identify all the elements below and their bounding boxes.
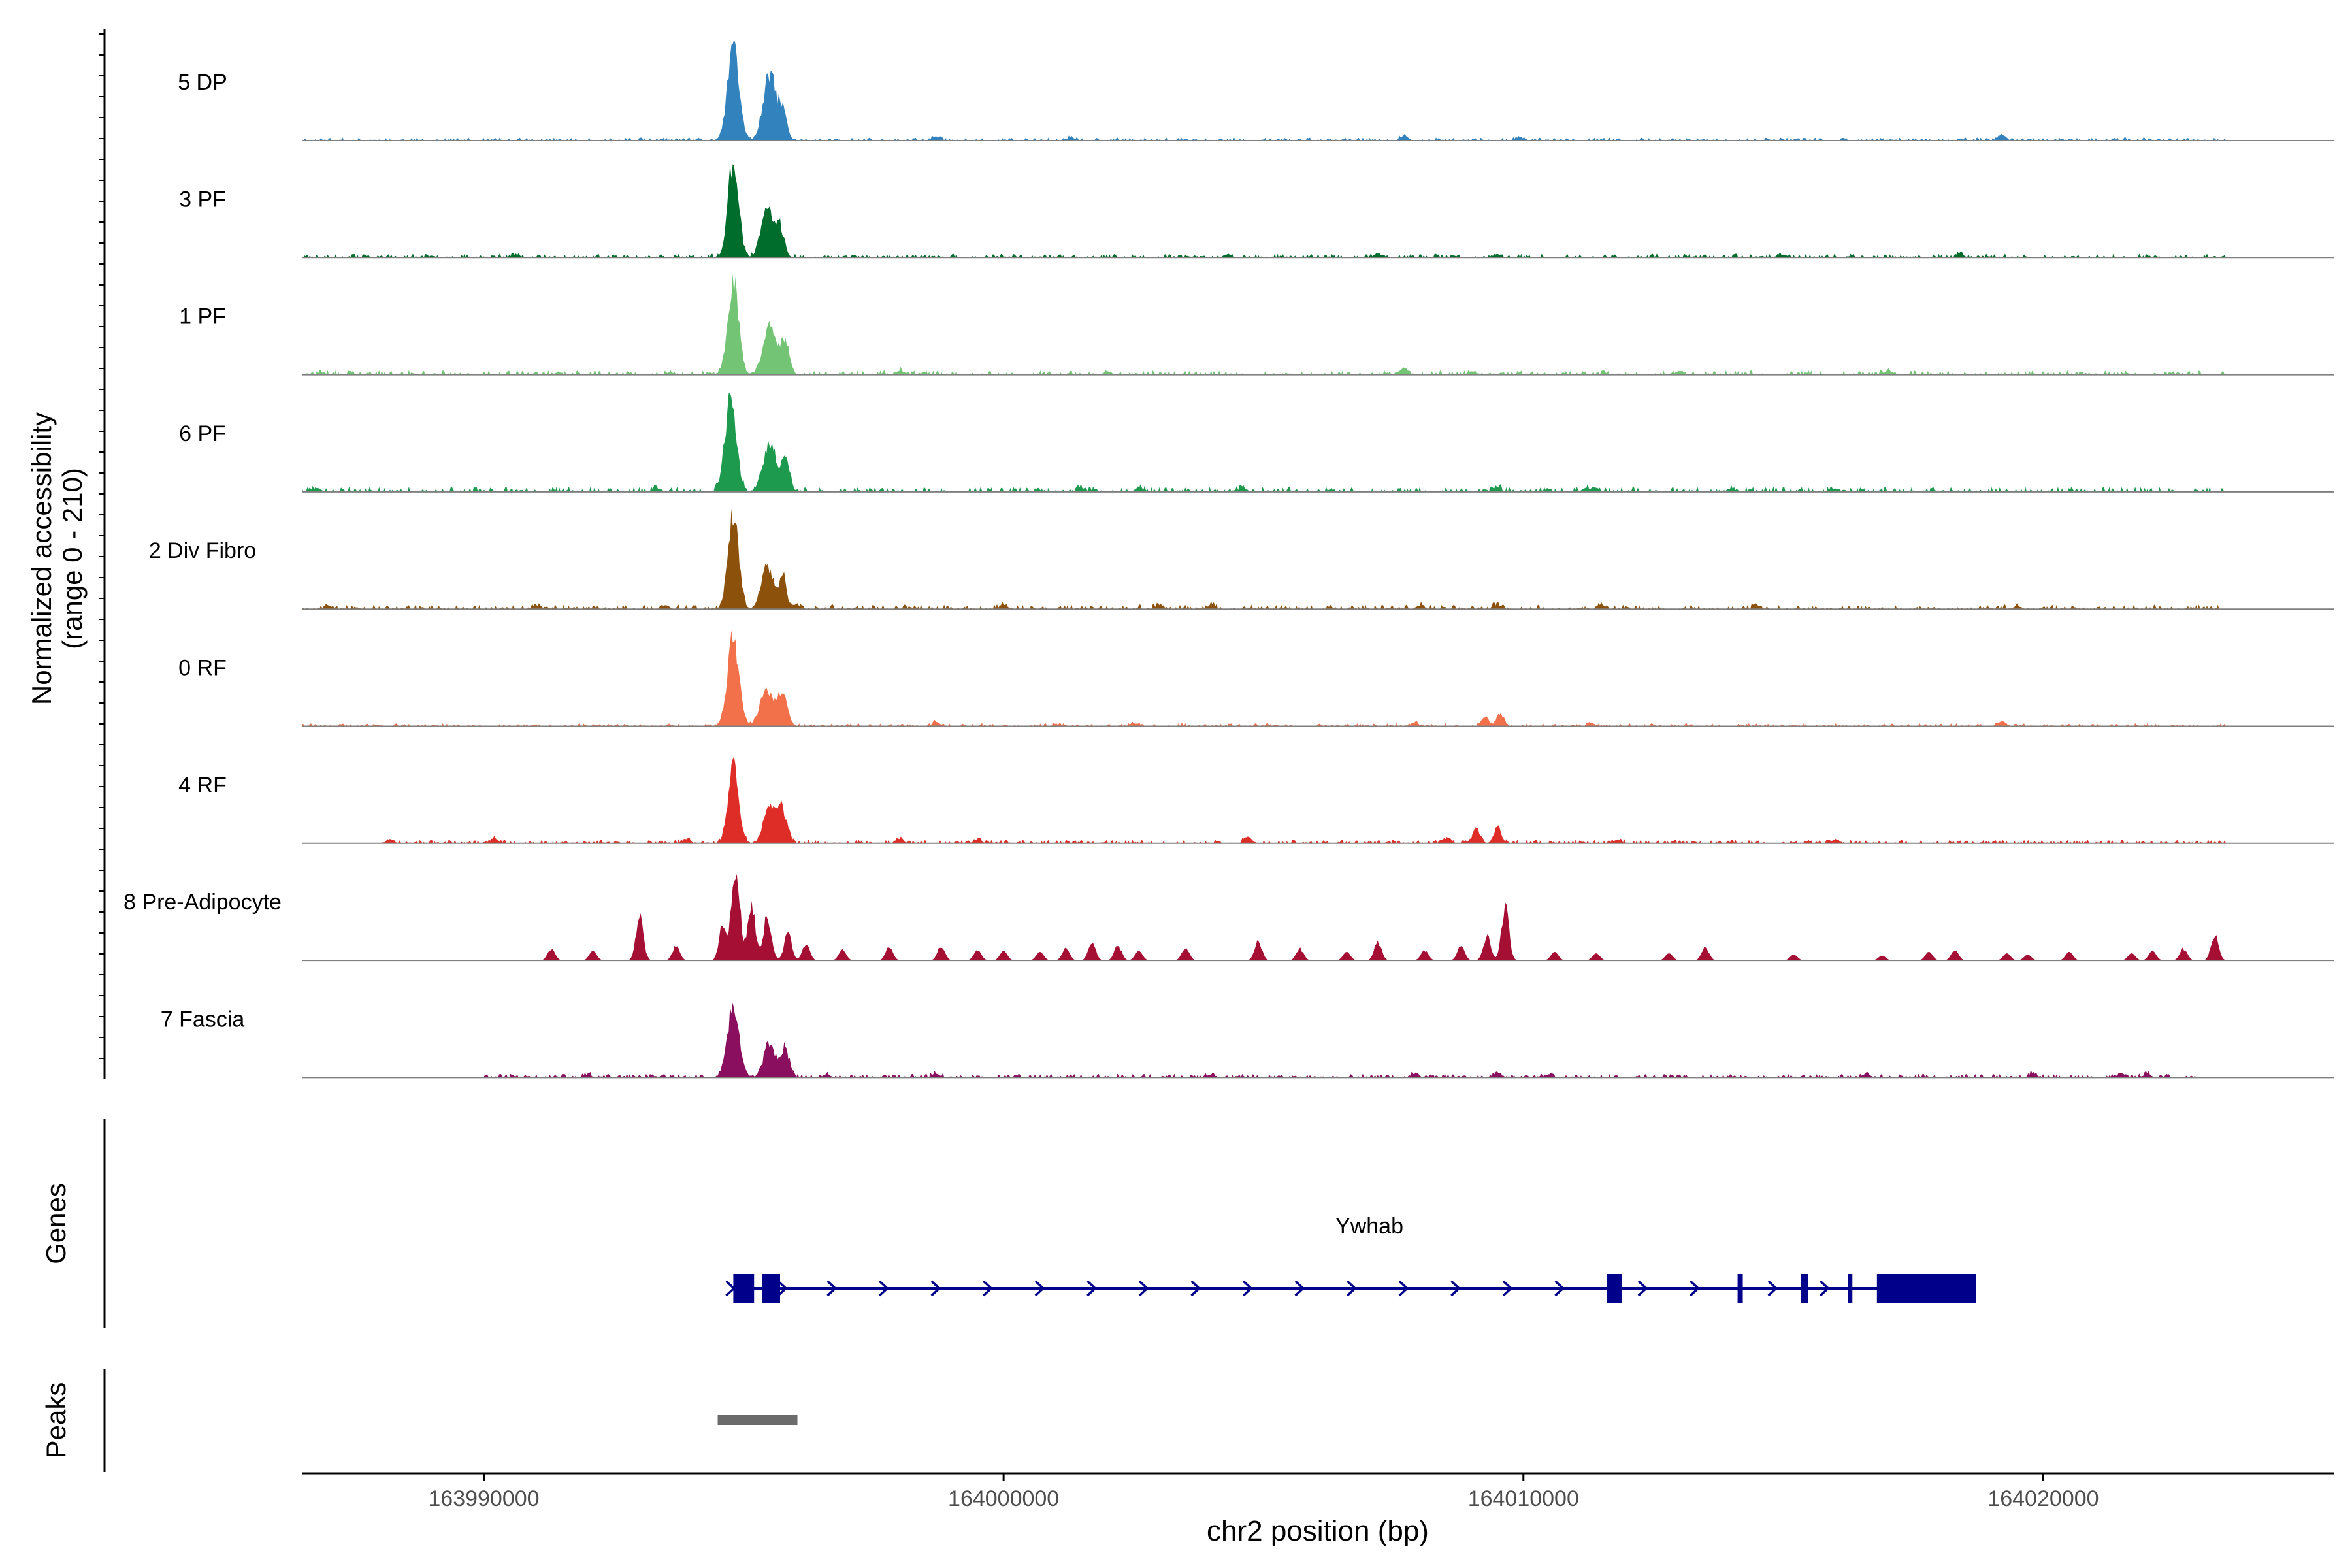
x-tick-label: 164020000 [1987,1486,2099,1511]
track-6-pf: 6 PF [179,393,2334,493]
peaks-axis-label: Peaks [41,1382,71,1459]
track-8-pre-adipocyte: 8 Pre-Adipocyte [123,874,2334,962]
strand-arrow [1450,1280,1461,1297]
x-axis: 163990000 164000000 164010000 164020000 chr… [302,1472,2334,1547]
gene-exon [733,1274,755,1303]
track-label: 8 Pre-Adipocyte [123,890,282,915]
strand-arrow [878,1280,889,1297]
y-axis-title-line2: (range 0 - 210) [57,468,88,649]
coverage-area [302,1002,2334,1078]
accessibility-y-ticks [99,33,105,1059]
coverage-area [302,164,2334,258]
x-axis-title: chr2 position (bp) [1207,1515,1429,1547]
y-axis-title-line1: Normalized accessibility [26,412,57,705]
track-1-pf: 1 PF [179,273,2334,376]
track-label: 1 PF [179,304,226,329]
peaks-panel: Peaks [41,1369,798,1472]
track-label: 7 Fascia [161,1007,245,1032]
peak-regions [717,1415,798,1425]
coverage-area [302,874,2334,961]
track-7-fascia: 7 Fascia [161,1002,2334,1079]
track-5-dp: 5 DP [178,39,2334,141]
strand-arrow [826,1280,838,1297]
coverage-area [302,393,2334,492]
x-axis-ticks: 163990000 164000000 164010000 164020000 [428,1473,2099,1511]
strand-arrow [1242,1280,1253,1297]
track-label: 0 RF [178,656,227,681]
track-label: 5 DP [178,70,227,95]
gene-name-label: Ywhab [1335,1214,1403,1239]
gene-exon [1737,1274,1743,1303]
x-tick-label: 163990000 [428,1486,539,1511]
strand-arrow [1690,1280,1700,1297]
strand-arrow [1554,1280,1565,1297]
strand-arrow [1820,1280,1830,1297]
track-label: 4 RF [178,773,227,798]
genes-axis-label: Genes [41,1183,71,1264]
track-2-div-fibro: 2 Div Fibro [149,508,2334,610]
gene-exon [1607,1274,1622,1303]
strand-arrow [1138,1280,1149,1297]
coverage-area [302,273,2334,375]
gene-exon [1848,1274,1853,1303]
strand-arrow [1347,1280,1357,1297]
strand-arrow [1190,1280,1201,1297]
coverage-area [302,630,2334,727]
track-3-pf: 3 PF [179,164,2334,259]
coverage-area [302,756,2334,843]
coverage-tracks: 5 DP 3 PF 1 PF 6 PF 2 Div Fibro 0 RF 4 RF 8 Pre… [123,39,2334,1079]
peak-region [717,1415,798,1425]
strand-arrow [1086,1280,1097,1297]
strand-arrow [983,1280,993,1297]
strand-arrow [1398,1280,1409,1297]
strand-arrow [930,1280,941,1297]
track-label: 6 PF [179,421,226,446]
strand-arrow [1502,1280,1513,1297]
strand-arrow [1767,1280,1778,1297]
gene-exon [762,1274,780,1303]
x-tick-label: 164010000 [1468,1486,1579,1511]
strand-arrow [777,1280,788,1297]
track-label: 2 Div Fibro [149,538,256,563]
coverage-area [302,508,2334,610]
accessibility-y-axis [99,29,106,1079]
gene-model-ywhab [725,1274,1976,1303]
x-tick-label: 164000000 [948,1486,1059,1511]
strand-arrow [725,1280,736,1297]
track-label: 3 PF [179,187,226,212]
track-0-rf: 0 RF [178,630,2334,727]
strand-arrow [1034,1280,1045,1297]
strand-arrow [1637,1280,1648,1297]
gene-exon [1876,1274,1976,1303]
strand-arrow [1294,1280,1305,1297]
gene-exon [1801,1274,1808,1303]
coverage-area [302,39,2334,140]
genes-panel: Genes Ywhab [41,1119,1976,1328]
track-4-rf: 4 RF [178,756,2334,844]
